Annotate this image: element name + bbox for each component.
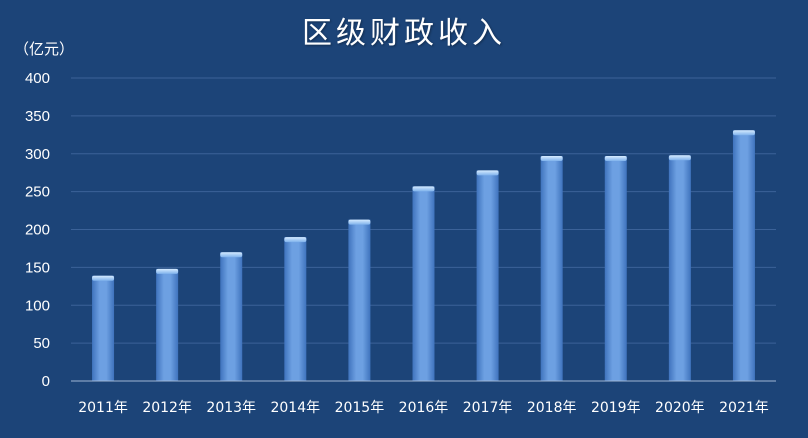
y-tick-label: 300 [25,146,50,163]
bar-cap [284,237,307,243]
bar-body [92,275,115,381]
x-tick-label: 2015年 [335,400,385,416]
bar-cap [412,186,435,192]
x-tick-label: 2019年 [591,400,641,416]
bar-cap [732,130,755,136]
bar-body [156,268,179,381]
bar-cap [540,156,563,162]
x-tick-label: 2013年 [206,400,256,416]
bar-cap [668,155,691,161]
bar [604,156,627,381]
y-tick-label: 350 [25,108,50,125]
y-tick-label: 0 [42,373,50,390]
bar-body [412,186,435,381]
x-axis-ticks: 2011年 2012年 2013年 2014年 2015年 2016年 2017年 2018年… [78,400,769,416]
y-axis-unit-label: （亿元） [14,40,75,58]
bar [732,130,755,381]
bar [412,186,435,381]
chart-title: 区级财政收入 [302,16,506,51]
bar [284,237,307,381]
bars [92,130,755,381]
bar-cap [604,156,627,162]
bar [348,219,371,381]
y-tick-label: 150 [25,259,50,276]
bar-body [348,219,371,381]
bar-body [476,170,499,381]
y-axis-ticks: 0 50 100 150 200 250 300 350 400 [25,70,50,390]
y-tick-label: 100 [25,297,50,314]
bar-body [604,156,627,381]
bar-cap [92,275,115,281]
x-tick-label: 2012年 [142,400,192,416]
x-tick-label: 2020年 [655,400,705,416]
y-tick-label: 250 [25,184,50,201]
bar-cap [156,268,179,274]
bar-body [284,237,307,381]
bar-body [668,155,691,381]
bar-cap [476,170,499,176]
bar-cap [348,219,371,225]
bar-body [540,156,563,381]
bar [540,156,563,381]
y-tick-label: 400 [25,70,50,87]
x-tick-label: 2018年 [527,400,577,416]
y-tick-label: 50 [33,335,50,352]
x-tick-label: 2014年 [270,400,320,416]
x-tick-label: 2021年 [719,400,769,416]
bar [220,252,243,381]
x-tick-label: 2011年 [78,400,128,416]
bar [92,275,115,381]
bar [476,170,499,381]
bar [156,268,179,381]
x-tick-label: 2016年 [399,400,449,416]
y-tick-label: 200 [25,222,50,239]
x-tick-label: 2017年 [463,400,513,416]
bar-cap [220,252,243,258]
bar-body [220,252,243,381]
bar [668,155,691,381]
bar-body [732,130,755,381]
